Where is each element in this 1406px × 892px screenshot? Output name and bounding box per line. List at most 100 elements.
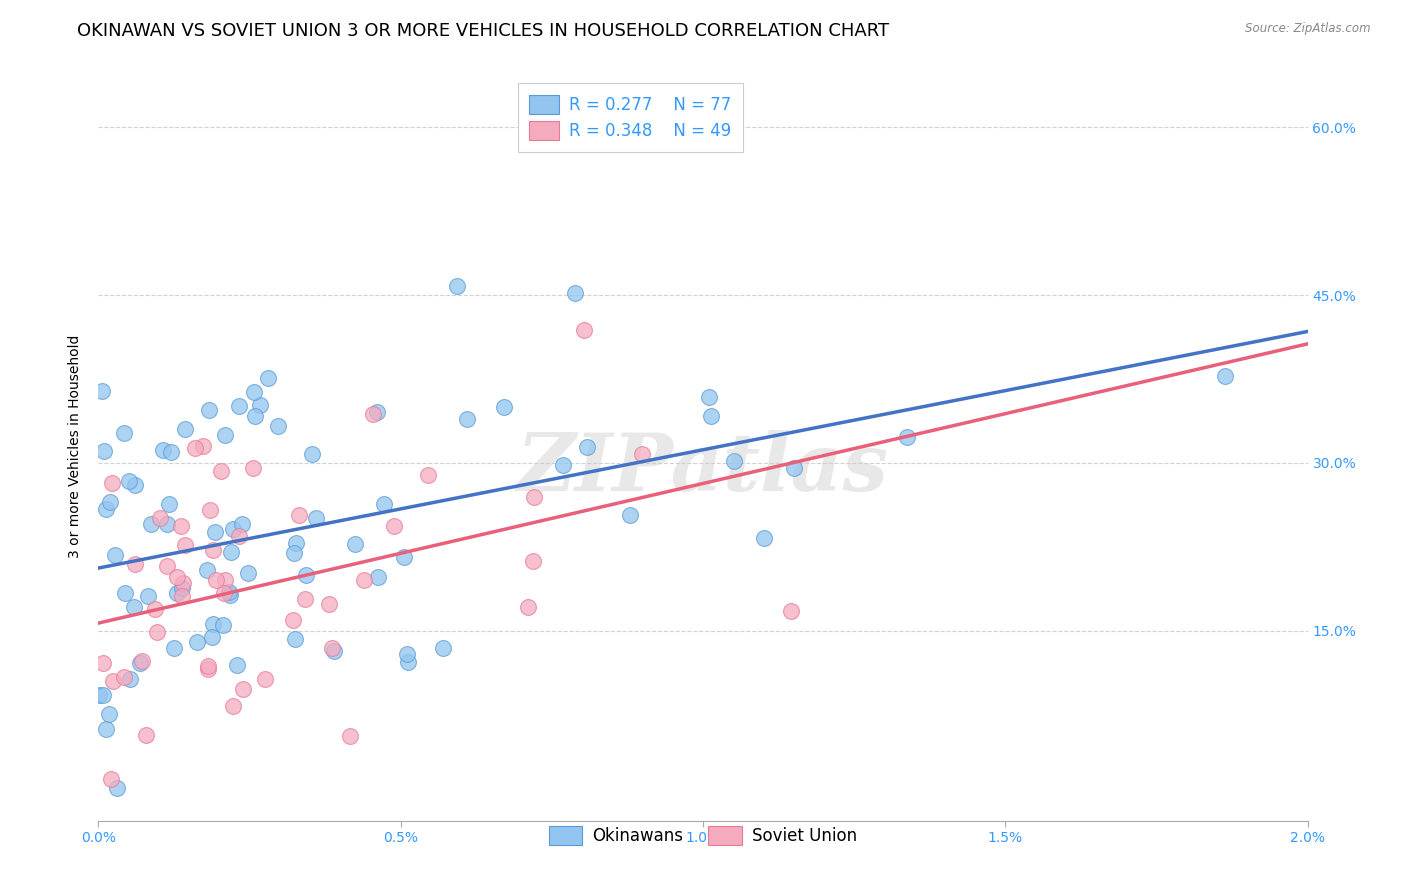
Point (249, 398, 271, 412)
Point (242, 461, 264, 475)
Point (1215, 369, 1237, 384)
Point (318, 597, 340, 611)
Point (219, 544, 242, 558)
Point (517, 600, 540, 615)
Point (172, 590, 194, 604)
Point (446, 278, 468, 293)
Point (186, 635, 208, 649)
Point (382, 519, 405, 533)
Point (394, 550, 416, 565)
Point (93, 443, 115, 458)
Point (209, 464, 232, 478)
Point (779, 604, 801, 618)
Point (699, 409, 721, 423)
Point (576, 440, 599, 454)
Point (232, 681, 254, 696)
Point (284, 536, 307, 550)
Point (124, 557, 146, 571)
Point (156, 558, 179, 573)
Point (214, 574, 236, 588)
Point (396, 648, 419, 662)
Point (198, 402, 221, 417)
Point (228, 529, 250, 543)
Point (197, 659, 219, 673)
Point (159, 445, 181, 459)
Point (344, 537, 367, 551)
Point (103, 548, 125, 562)
Point (218, 585, 240, 599)
Point (114, 585, 136, 599)
Point (124, 478, 146, 492)
Point (283, 546, 305, 560)
Point (91, 688, 114, 702)
Point (195, 563, 218, 577)
Point (141, 516, 163, 531)
Point (97, 706, 120, 721)
Point (304, 511, 326, 525)
Point (201, 542, 224, 557)
Point (284, 632, 307, 647)
Point (152, 442, 174, 457)
Point (166, 570, 188, 584)
Point (94, 502, 117, 516)
Point (253, 672, 276, 686)
Point (112, 426, 135, 441)
Point (222, 522, 245, 536)
Point (118, 474, 141, 488)
Point (122, 600, 145, 615)
Point (723, 454, 745, 468)
Point (128, 656, 150, 670)
Point (173, 422, 195, 436)
Point (551, 458, 574, 472)
Point (353, 574, 375, 588)
Point (339, 729, 361, 743)
Point (219, 588, 242, 602)
Point (697, 390, 720, 404)
Point (149, 511, 172, 525)
Point (166, 586, 188, 600)
Point (361, 407, 384, 421)
Point (112, 670, 135, 684)
Point (222, 699, 245, 714)
Point (301, 447, 323, 461)
Y-axis label: 3 or more Vehicles in Household: 3 or more Vehicles in Household (69, 334, 83, 558)
Point (184, 441, 207, 455)
Point (198, 503, 221, 517)
Point (281, 613, 304, 627)
Point (456, 411, 478, 425)
Point (396, 655, 419, 669)
Point (294, 567, 316, 582)
Point (131, 654, 153, 668)
Point (432, 641, 454, 656)
Point (163, 640, 186, 655)
Point (105, 781, 128, 796)
Point (214, 428, 236, 442)
Point (135, 728, 157, 742)
Point (100, 495, 122, 509)
Point (225, 657, 247, 672)
Point (156, 516, 179, 531)
Point (101, 673, 124, 688)
Point (572, 323, 595, 337)
Point (197, 662, 219, 676)
Point (267, 419, 290, 434)
Point (783, 461, 806, 475)
Point (204, 525, 226, 540)
Point (94, 722, 117, 736)
Point (896, 429, 918, 443)
Point (87, 689, 110, 703)
Point (228, 399, 250, 413)
Point (523, 490, 546, 504)
Point (118, 672, 141, 686)
Point (522, 554, 544, 568)
Point (100, 772, 122, 786)
Point (288, 508, 311, 523)
Point (170, 519, 193, 533)
Point (146, 625, 169, 640)
Point (373, 497, 395, 511)
Point (172, 582, 194, 596)
Point (212, 585, 235, 599)
Point (172, 576, 194, 591)
Point (157, 497, 180, 511)
Point (564, 285, 586, 300)
